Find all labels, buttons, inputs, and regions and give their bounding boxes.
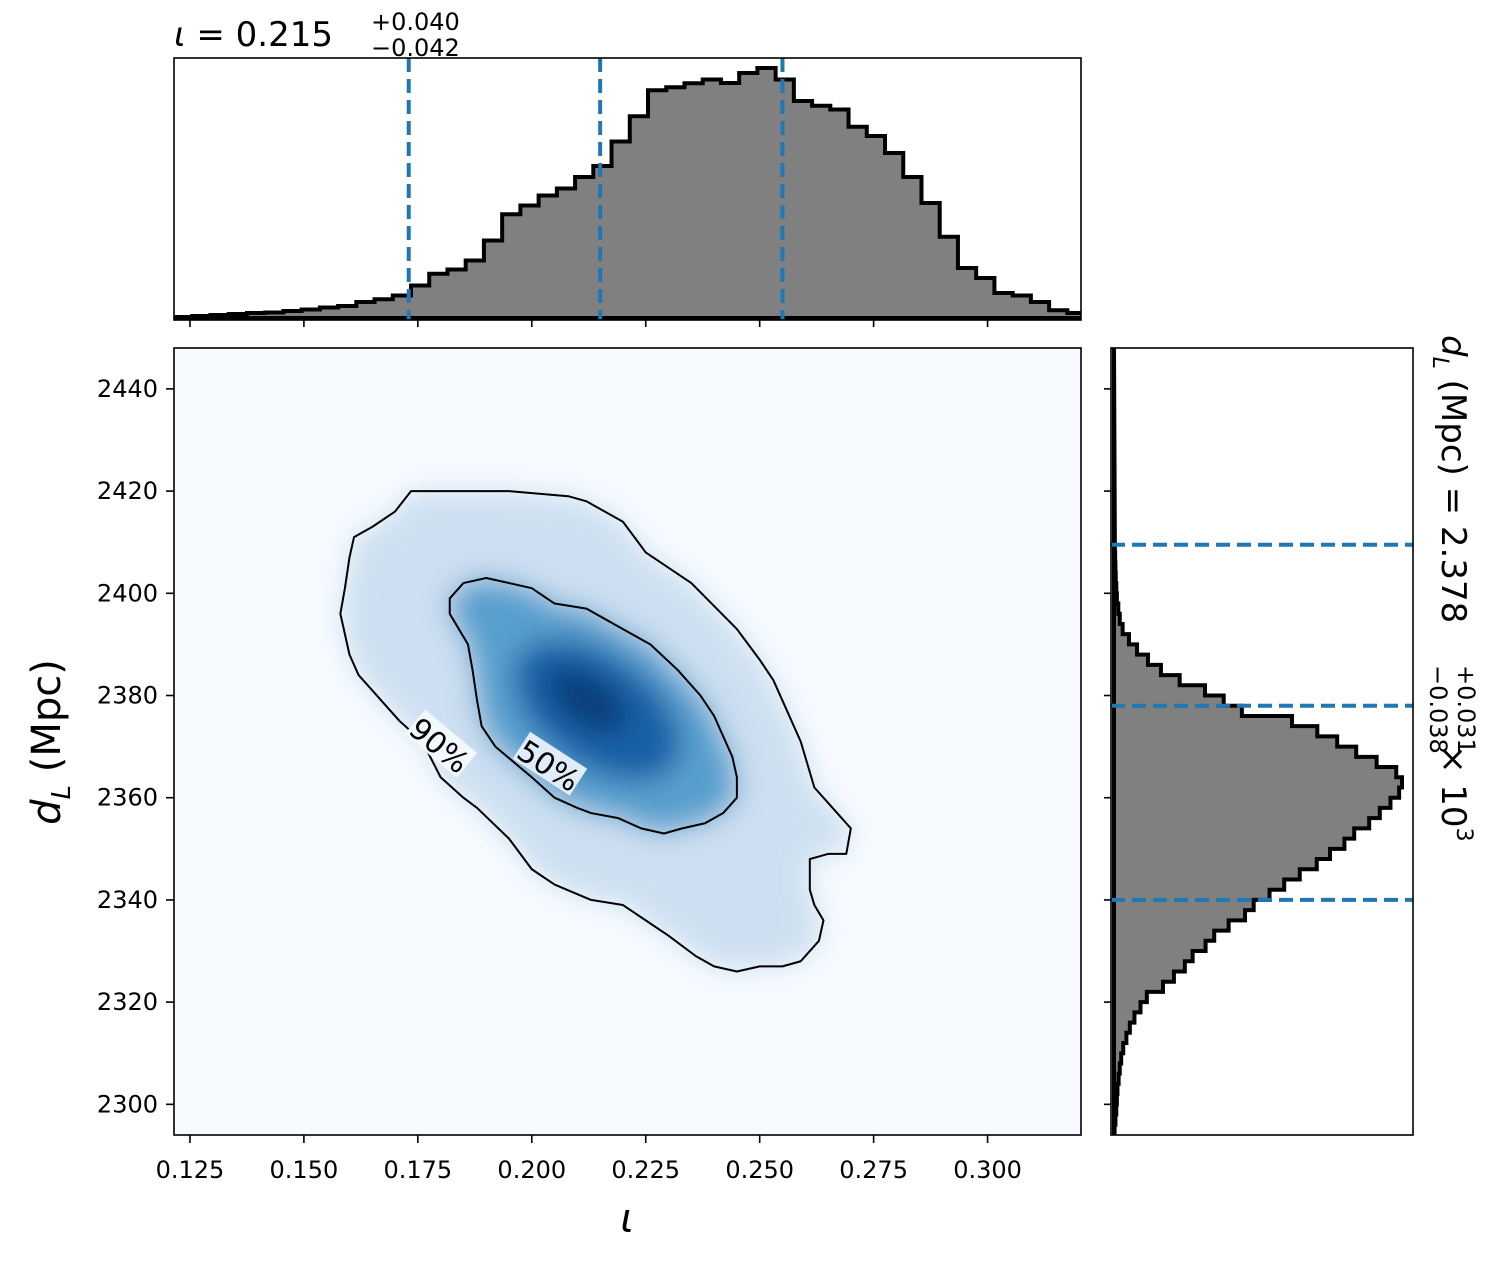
x-tick-label: 0.125 xyxy=(156,1156,225,1184)
x-tick-label: 0.150 xyxy=(270,1156,339,1184)
top-marginal-title: ι = 0.215 xyxy=(174,15,333,55)
main-x-ticks: 0.125 0.150 0.175 0.200 0.225 0.250 0.275 0.300 xyxy=(156,1135,1022,1184)
dl-subscript: L xyxy=(47,785,77,800)
contour-label-bg xyxy=(512,731,588,796)
contour-label-bg xyxy=(404,709,478,778)
svg-text:× 103: × 103 xyxy=(1433,745,1476,842)
y-tick-label: 2420 xyxy=(97,477,158,505)
dl-title-value: (Mpc) = 2.378 xyxy=(1433,380,1473,624)
iota-median: 0.215 xyxy=(236,15,333,55)
dl-scale: × 10 xyxy=(1433,745,1473,828)
y-tick-label: 2440 xyxy=(97,375,158,403)
iota-lower-error: −0.042 xyxy=(371,34,460,62)
main-y-ticks: 2300 2320 2340 2360 2380 2400 2420 2440 xyxy=(97,375,174,1118)
top-histogram-step xyxy=(174,66,1081,320)
right-marginal-title: dL (Mpc) = 2.378 +0.031 −0.038 × 103 xyxy=(1424,335,1480,842)
top-marginal-ticks xyxy=(189,320,989,327)
dl-lower-error: −0.038 xyxy=(1424,665,1452,754)
top-marginal-histogram xyxy=(174,66,1081,320)
y-tick-label: 2380 xyxy=(97,682,158,710)
right-marginal-histogram xyxy=(1112,348,1404,1135)
main-density-panel: 90% 50% 0.125 0.150 0.175 0.200 0.225 0.250 0.2… xyxy=(24,347,1082,1242)
right-histogram-step xyxy=(1112,348,1404,1135)
iota-upper-error: +0.040 xyxy=(371,8,460,36)
dl-unit: (Mpc) xyxy=(24,659,70,772)
y-tick-label: 2320 xyxy=(97,988,158,1016)
y-axis-label: dL (Mpc) xyxy=(24,659,77,825)
top-marginal-frame xyxy=(173,57,1082,321)
credible-contours xyxy=(339,490,852,973)
x-tick-label: 0.175 xyxy=(383,1156,452,1184)
right-marginal-panel: dL (Mpc) = 2.378 +0.031 −0.038 × 103 xyxy=(1104,335,1480,1136)
top-marginal-quantile-lines xyxy=(406,58,785,320)
top-marginal-panel: ι = 0.215 +0.040 −0.042 xyxy=(173,8,1082,327)
main-density-frame xyxy=(173,347,1082,1136)
dl-symbol: d xyxy=(24,799,70,825)
density-heatmap xyxy=(340,491,851,972)
dl-title-symbol: d xyxy=(1433,335,1473,357)
iota-symbol: ι xyxy=(174,15,186,55)
x-tick-label: 0.225 xyxy=(611,1156,680,1184)
x-tick-label: 0.200 xyxy=(497,1156,566,1184)
y-tick-label: 2360 xyxy=(97,784,158,812)
x-axis-label: ι xyxy=(620,1196,634,1242)
right-marginal-quantile-lines xyxy=(1111,542,1413,902)
contour-line-90pct xyxy=(339,490,852,973)
x-tick-label: 0.275 xyxy=(839,1156,908,1184)
right-marginal-frame xyxy=(1110,347,1414,1136)
contour-line-50pct xyxy=(448,576,738,835)
y-tick-label: 2400 xyxy=(97,579,158,607)
y-tick-label: 2300 xyxy=(97,1090,158,1118)
y-tick-label: 2340 xyxy=(97,886,158,914)
dl-exponent: 3 xyxy=(1451,828,1476,842)
x-tick-label: 0.300 xyxy=(953,1156,1022,1184)
right-marginal-ticks xyxy=(1104,388,1111,1106)
dl-title-subscript: L xyxy=(1427,357,1452,369)
svg-text:dL (Mpc) = 2.378: dL (Mpc) = 2.378 xyxy=(1427,335,1473,623)
x-tick-label: 0.250 xyxy=(725,1156,794,1184)
dl-upper-error: +0.031 xyxy=(1452,665,1480,754)
density-peak xyxy=(547,667,627,734)
